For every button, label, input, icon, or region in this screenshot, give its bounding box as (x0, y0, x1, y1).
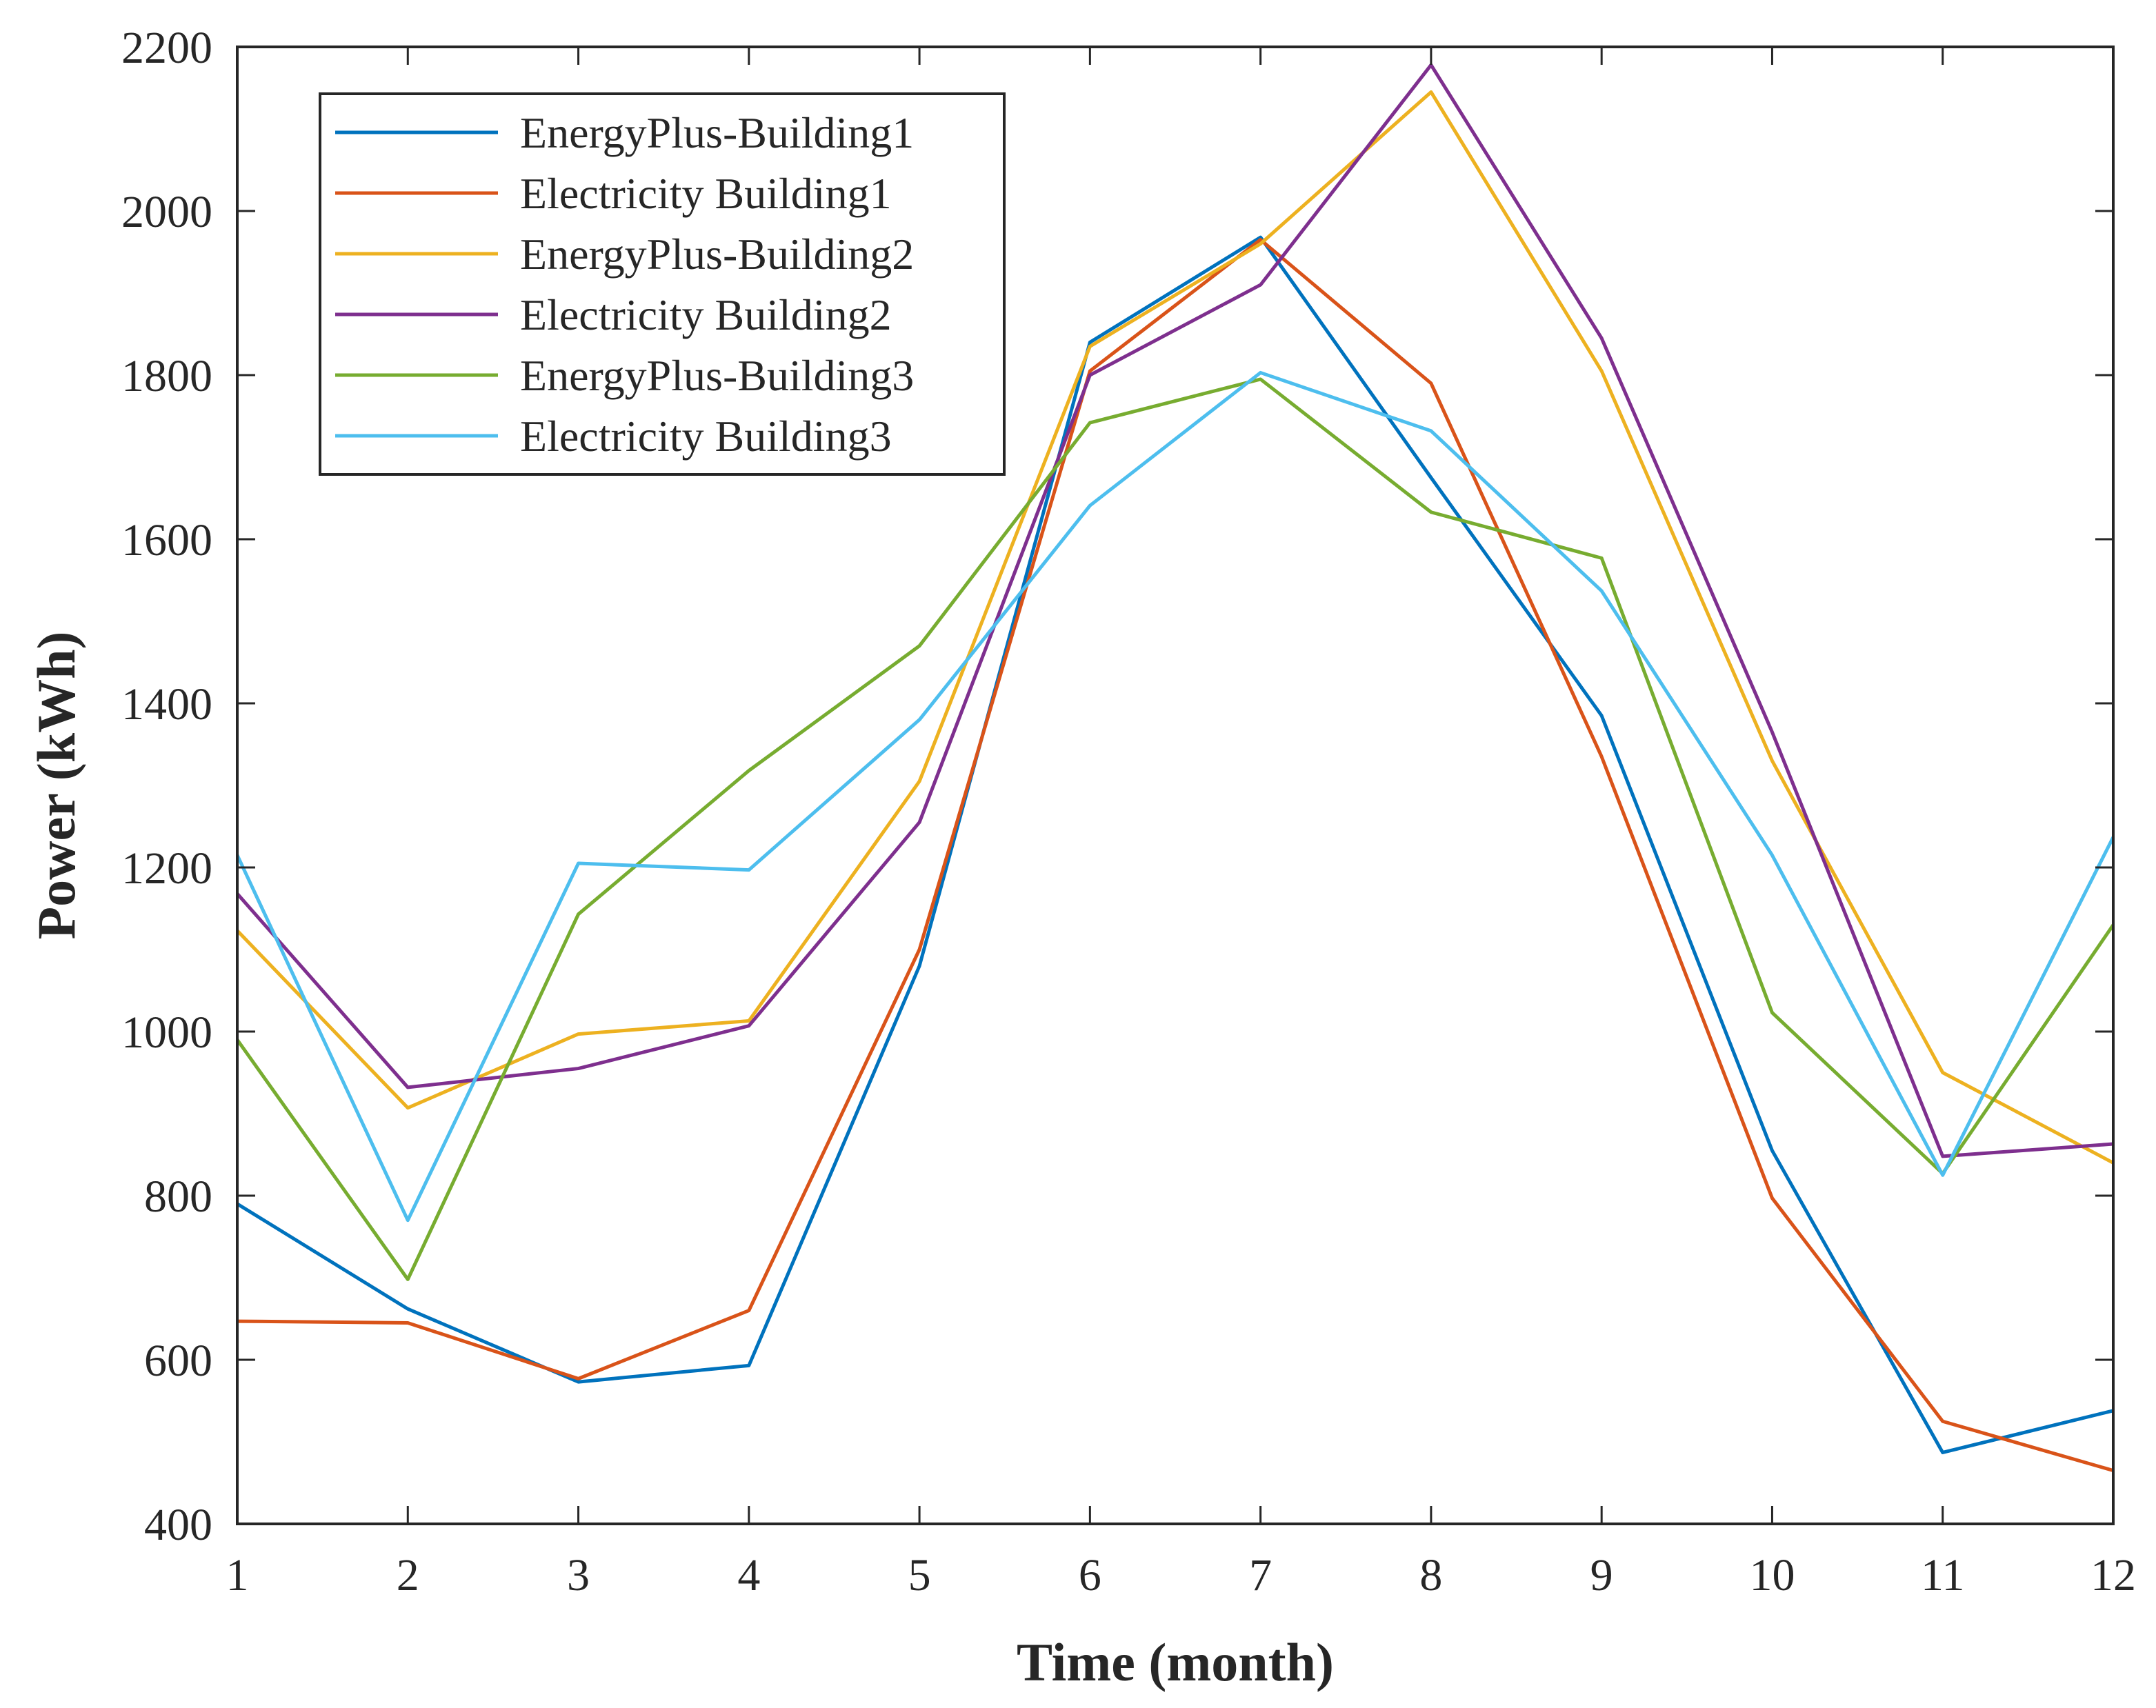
y-tick-label: 1800 (121, 351, 212, 401)
series-line-energyplus-building2 (237, 90, 2113, 1165)
y-tick-label: 1200 (121, 843, 212, 894)
y-tick-label: 600 (144, 1336, 212, 1386)
x-tick-label: 7 (1249, 1550, 1272, 1600)
legend-box (319, 92, 1006, 476)
x-axis-title: Time (month) (1017, 1632, 1334, 1692)
y-axis-title: Power (kWh) (26, 631, 86, 939)
x-tick-label: 12 (2090, 1550, 2136, 1600)
series-line-energyplus-building3 (237, 377, 2113, 1281)
x-tick-label: 5 (908, 1550, 931, 1600)
x-tick-label: 6 (1079, 1550, 1101, 1600)
tick-layer: 1 2 3 4 5 6 7 8 9 10 11 124006008001000120014001600… (121, 23, 2136, 1600)
legend-label: Electricity Building1 (520, 169, 892, 218)
x-tick-label: 4 (737, 1550, 760, 1600)
plot-area-frame (236, 46, 2115, 1525)
series-line-electricity-building2 (237, 63, 2113, 1158)
legend-label: EnergyPlus-Building2 (520, 230, 914, 279)
x-tick-label: 11 (1921, 1550, 1965, 1600)
y-tick-label: 1400 (121, 679, 212, 730)
x-tick-label: 3 (567, 1550, 590, 1600)
x-tick-label: 9 (1590, 1550, 1613, 1600)
x-tick-label: 1 (226, 1550, 249, 1600)
y-tick-label: 1600 (121, 515, 212, 565)
x-tick-label: 8 (1419, 1550, 1442, 1600)
y-tick-label: 2200 (121, 23, 212, 73)
legend-label: EnergyPlus-Building3 (520, 351, 914, 400)
legend-label: EnergyPlus-Building1 (520, 108, 914, 157)
legend: EnergyPlus-Building1 Electricity Building… (319, 92, 1006, 476)
x-tick-label: 2 (397, 1550, 419, 1600)
y-tick-label: 400 (144, 1500, 212, 1550)
x-tick-label: 10 (1749, 1550, 1795, 1600)
series-line-electricity-building3 (237, 370, 2113, 1223)
y-tick-label: 2000 (121, 187, 212, 237)
legend-label: Electricity Building3 (520, 412, 892, 461)
series-layer (237, 63, 2113, 1473)
series-line-electricity-building1 (237, 238, 2113, 1473)
y-tick-label: 1000 (121, 1007, 212, 1058)
y-tick-label: 800 (144, 1172, 212, 1222)
legend-label: Electricity Building2 (520, 290, 892, 339)
